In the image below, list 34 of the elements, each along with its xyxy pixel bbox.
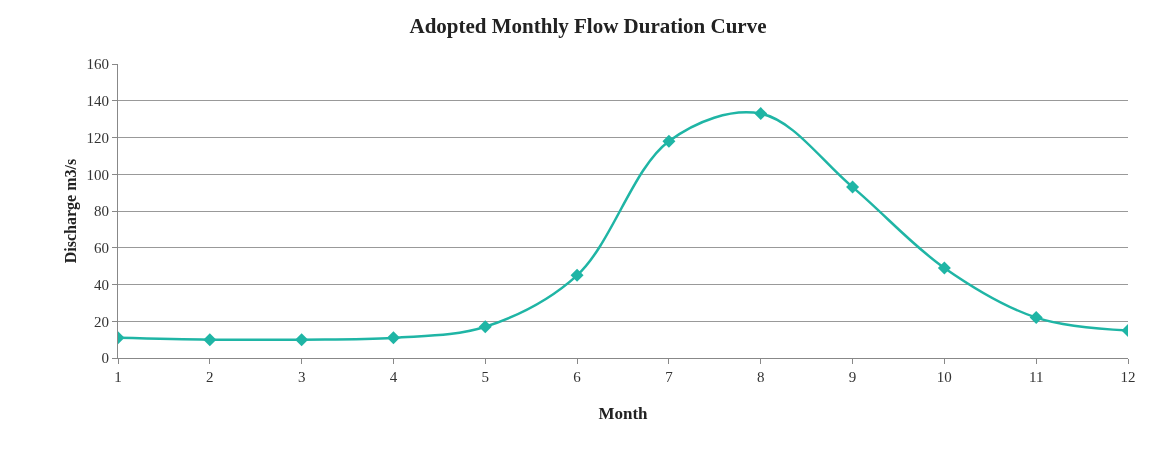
x-tick-label: 9 [848,369,857,385]
x-tick-label: 11 [1028,369,1044,385]
x-axis-title: Month [598,404,649,423]
x-tick-label: 12 [1120,369,1136,385]
x-tick-label: 5 [481,369,490,385]
point [937,261,951,275]
y-axis-title: Discharge m3/s [62,158,80,264]
point [662,134,676,148]
y-tick-label: 140 [86,93,109,109]
point [846,180,860,194]
point [386,331,400,345]
point [754,107,768,121]
point [295,333,309,347]
point [1029,311,1043,325]
x-tick-label: 4 [389,369,398,385]
x-tick-label: 6 [573,369,582,385]
x-tick-label: 10 [936,369,952,385]
point [478,320,492,334]
y-tick-label: 80 [94,203,109,220]
y-tick-label: 40 [94,276,109,293]
y-tick-label: 20 [94,313,109,330]
x-tick-label: 1 [114,369,122,385]
y-tick-label: 120 [86,129,109,146]
y-tick-label: 160 [86,56,109,73]
point [570,268,584,282]
x-tick-label: 8 [756,369,765,385]
x-tick-label: 7 [665,369,674,385]
y-tick-label: 0 [101,350,109,367]
point [203,333,217,347]
y-tick-label: 100 [86,166,109,183]
chart-title: Adopted Monthly Flow Duration Curve [409,13,767,38]
x-tick-label: 2 [206,369,214,385]
y-tick-label: 60 [94,240,109,256]
x-tick-label: 3 [297,369,306,385]
